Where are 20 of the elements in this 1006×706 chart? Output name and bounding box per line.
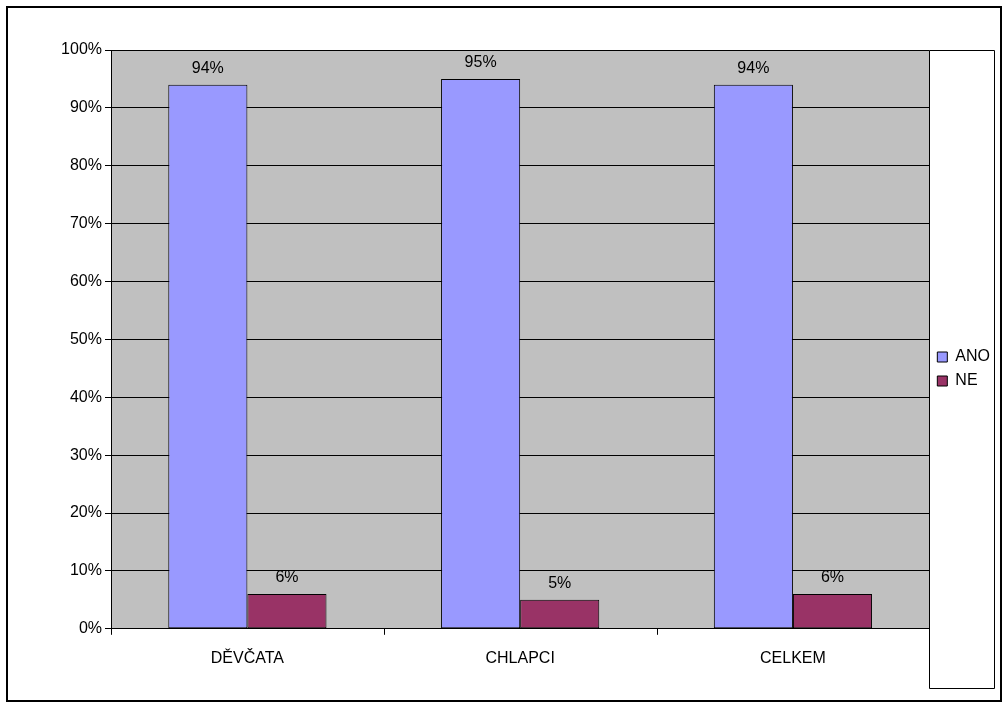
y-tick-label: 10%	[69, 561, 102, 579]
legend-label: ANO	[955, 347, 990, 365]
data-label: 94%	[191, 59, 224, 77]
data-label: 94%	[737, 59, 770, 77]
y-tick-label: 50%	[69, 329, 102, 347]
y-tick-label: 30%	[69, 445, 102, 463]
x-tick-label: CELKEM	[760, 648, 826, 666]
data-label: 5%	[548, 574, 572, 592]
y-tick-label: 90%	[69, 98, 102, 116]
y-tick-label: 0%	[78, 619, 102, 637]
y-tick-label: 100%	[61, 40, 102, 58]
x-tick-label: CHLAPCI	[485, 648, 555, 666]
y-tick-label: 20%	[69, 503, 102, 521]
x-tick-label: DĚVČATA	[210, 647, 285, 666]
y-tick-label: 70%	[69, 214, 102, 232]
data-label: 95%	[464, 53, 497, 71]
y-tick-label: 40%	[69, 387, 102, 405]
legend-label: NE	[955, 371, 978, 389]
y-tick-label: 60%	[69, 271, 102, 289]
y-tick-label: 80%	[69, 156, 102, 174]
